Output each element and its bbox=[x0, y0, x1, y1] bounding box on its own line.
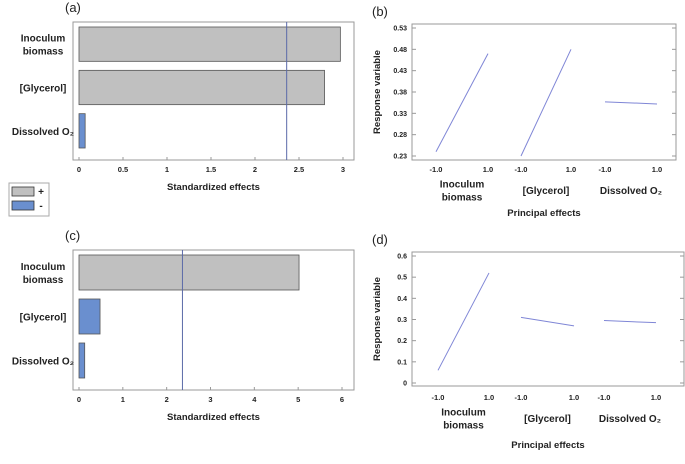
tick-label: 5 bbox=[296, 395, 300, 404]
tick-label: 6 bbox=[340, 395, 344, 404]
group-label: [Glycerol] bbox=[524, 414, 571, 425]
series-line bbox=[604, 101, 658, 105]
tick-label: 2 bbox=[165, 395, 169, 404]
group-label: Dissolved O₂ bbox=[600, 186, 662, 197]
level-label: 1.0 bbox=[484, 393, 494, 402]
bar bbox=[78, 342, 86, 379]
category-label: biomass bbox=[23, 275, 64, 286]
category-label: Inoculum bbox=[21, 34, 66, 45]
legend-swatch bbox=[11, 200, 35, 211]
tick-label: 4 bbox=[252, 395, 257, 404]
tick-label: 2.5 bbox=[294, 165, 304, 174]
category-label: [Glycerol] bbox=[20, 313, 67, 324]
level-label: -1.0 bbox=[599, 165, 612, 174]
tick-label: 0 bbox=[403, 381, 407, 388]
level-label: 1.0 bbox=[566, 165, 576, 174]
level-label: 1.0 bbox=[569, 393, 579, 402]
x-axis-label: Standardized effects bbox=[167, 182, 260, 193]
series-line bbox=[520, 316, 575, 327]
bar bbox=[78, 298, 101, 335]
y-axis-label: Response variable bbox=[372, 50, 383, 134]
tick-label: 0.43 bbox=[393, 68, 407, 75]
panel-label: (d) bbox=[372, 232, 388, 247]
series-line bbox=[520, 49, 572, 157]
level-label: 1.0 bbox=[652, 165, 662, 174]
plot-frame bbox=[72, 249, 355, 391]
group-label: [Glycerol] bbox=[523, 186, 570, 197]
plot-frame bbox=[411, 23, 677, 161]
tick-label: 0.48 bbox=[393, 47, 407, 54]
x-axis-label: Principal effects bbox=[507, 208, 580, 219]
panel-label: (a) bbox=[65, 0, 81, 15]
tick-label: 3 bbox=[208, 395, 212, 404]
tick-label: 0.4 bbox=[397, 296, 407, 303]
level-label: 1.0 bbox=[483, 165, 493, 174]
legend-swatch bbox=[11, 186, 35, 197]
series-line bbox=[437, 272, 490, 371]
tick-label: 0.38 bbox=[393, 90, 407, 97]
level-label: -1.0 bbox=[430, 165, 443, 174]
tick-label: 0.23 bbox=[393, 154, 407, 161]
category-label: Dissolved O₂ bbox=[12, 357, 74, 368]
tick-label: 0.53 bbox=[393, 26, 407, 33]
tick-label: 0.2 bbox=[397, 338, 407, 345]
category-label: Inoculum bbox=[21, 262, 66, 273]
category-label: Dissolved O₂ bbox=[12, 127, 74, 138]
tick-label: 0.5 bbox=[118, 165, 128, 174]
plot-frame bbox=[72, 21, 355, 161]
tick-label: 0.28 bbox=[393, 132, 407, 139]
tick-label: 1 bbox=[121, 395, 125, 404]
tick-label: 0.1 bbox=[397, 359, 407, 366]
tick-label: 2 bbox=[253, 165, 257, 174]
y-axis-label: Response variable bbox=[372, 277, 383, 361]
tick-label: 0.6 bbox=[397, 254, 407, 261]
level-label: -1.0 bbox=[432, 393, 445, 402]
legend-label: + bbox=[38, 187, 44, 198]
level-label: 1.0 bbox=[651, 393, 661, 402]
tick-label: 0.3 bbox=[397, 317, 407, 324]
group-label: biomass bbox=[443, 421, 484, 432]
level-label: -1.0 bbox=[515, 165, 528, 174]
category-label: biomass bbox=[23, 47, 64, 58]
tick-label: 0.33 bbox=[393, 111, 407, 118]
bar bbox=[78, 26, 341, 62]
tick-label: 1.5 bbox=[206, 165, 216, 174]
tick-label: 0 bbox=[77, 165, 81, 174]
bar bbox=[78, 254, 300, 291]
plot-frame bbox=[411, 251, 685, 387]
tick-label: 0 bbox=[77, 395, 81, 404]
group-label: Inoculum bbox=[440, 180, 485, 191]
panel-label: (c) bbox=[65, 228, 80, 243]
bar bbox=[78, 69, 325, 106]
group-label: biomass bbox=[442, 193, 483, 204]
x-axis-label: Standardized effects bbox=[167, 412, 260, 423]
category-label: [Glycerol] bbox=[20, 84, 67, 95]
series-line bbox=[435, 53, 489, 152]
legend-label: - bbox=[39, 201, 42, 212]
series-line bbox=[603, 320, 657, 324]
group-label: Dissolved O₂ bbox=[599, 414, 661, 425]
tick-label: 3 bbox=[341, 165, 345, 174]
x-axis-label: Principal effects bbox=[511, 440, 584, 451]
panel-label: (b) bbox=[372, 4, 388, 19]
group-label: Inoculum bbox=[441, 408, 486, 419]
bar bbox=[78, 113, 86, 149]
tick-label: 0.5 bbox=[397, 275, 407, 282]
level-label: -1.0 bbox=[515, 393, 528, 402]
tick-label: 1 bbox=[165, 165, 169, 174]
level-label: -1.0 bbox=[598, 393, 611, 402]
